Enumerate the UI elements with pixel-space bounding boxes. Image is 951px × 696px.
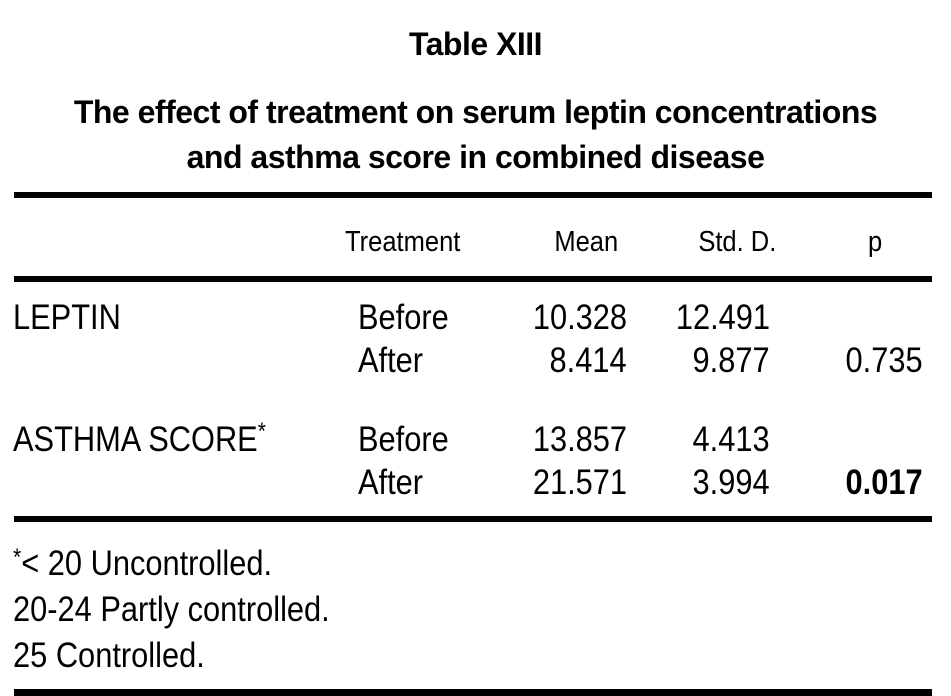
caption-line-1: The effect of treatment on serum leptin … — [73, 94, 878, 130]
header-cell-p: p — [799, 226, 951, 259]
mean-value: 13.857 — [532, 420, 627, 459]
row-label-cell — [13, 339, 358, 382]
row-label: LEPTIN — [13, 298, 121, 337]
table-number-title: Table XIII — [408, 26, 543, 62]
body-bottom-rule — [14, 516, 932, 522]
table-row-leptin-before: LEPTIN Before 10.328 12.491 — [0, 296, 951, 339]
header-cell-mean: Mean — [498, 226, 675, 259]
treatment-cell: Before — [358, 418, 450, 461]
std-cell: 12.491 — [627, 296, 770, 339]
std-value: 3.994 — [692, 463, 770, 502]
std-cell: 9.877 — [627, 339, 770, 382]
table-row-asthma-before: ASTHMA SCORE* Before 13.857 4.413 — [0, 410, 951, 461]
table-header-row: Treatment Mean Std. D. p — [0, 198, 951, 276]
table-caption: The effect of treatment on serum leptin … — [0, 90, 951, 180]
table-row-leptin-after: After 8.414 9.877 0.735 — [0, 339, 951, 382]
table-row-asthma-after: After 21.571 3.994 0.017 — [0, 461, 951, 504]
header-rule — [14, 276, 932, 282]
footnotes: *< 20 Uncontrolled. 20-24 Partly control… — [0, 522, 951, 676]
p-cell — [770, 418, 923, 461]
col-header-mean: Mean — [554, 225, 619, 258]
std-cell: 3.994 — [627, 461, 770, 504]
footnote-controlled: 25 Controlled. — [13, 630, 951, 676]
footnote-text: 20-24 Partly controlled. — [13, 590, 330, 629]
row-label-cell: ASTHMA SCORE* — [13, 410, 358, 461]
std-cell: 4.413 — [627, 418, 770, 461]
row-label-cell — [13, 461, 358, 504]
footnote-line: 25 Controlled. — [13, 630, 205, 676]
row-label: ASTHMA SCORE* — [13, 410, 266, 461]
col-header-std: Std. D. — [697, 225, 777, 258]
footnote-text: 25 Controlled. — [13, 636, 205, 675]
footnote-line: 20-24 Partly controlled. — [13, 584, 330, 630]
header-cell-std: Std. D. — [675, 226, 799, 259]
treatment-value: After — [358, 463, 424, 502]
mean-value: 8.414 — [549, 341, 627, 380]
std-value: 9.877 — [692, 341, 770, 380]
row-label-cell: LEPTIN — [13, 296, 358, 339]
treatment-value: Before — [358, 420, 449, 459]
treatment-value: Before — [358, 298, 449, 337]
caption-line-2: and asthma score in combined disease — [186, 139, 765, 175]
col-header-treatment: Treatment — [345, 225, 461, 258]
treatment-value: After — [358, 341, 424, 380]
mean-cell: 21.571 — [450, 461, 627, 504]
footnote-line: *< 20 Uncontrolled. — [13, 538, 272, 584]
treatment-cell: Before — [358, 296, 450, 339]
footnote-marker: * — [257, 418, 266, 445]
footnote-text: < 20 Uncontrolled. — [21, 544, 273, 583]
footnote-marker: * — [13, 544, 22, 571]
p-cell: 0.017 — [770, 461, 923, 504]
header-cell-treatment: Treatment — [345, 226, 498, 259]
p-cell: 0.735 — [770, 339, 923, 382]
p-cell — [770, 296, 923, 339]
table-body: LEPTIN Before 10.328 12.491 After — [0, 282, 951, 516]
row-label-text: ASTHMA SCORE — [13, 420, 258, 459]
bottom-rule — [14, 689, 932, 696]
mean-value: 21.571 — [532, 463, 627, 502]
p-value: 0.735 — [845, 341, 923, 380]
footnote-uncontrolled: *< 20 Uncontrolled. — [13, 538, 951, 584]
treatment-cell: After — [358, 339, 450, 382]
std-value: 12.491 — [675, 298, 770, 337]
mean-value: 10.328 — [532, 298, 627, 337]
p-value-significant: 0.017 — [845, 463, 923, 502]
col-header-p: p — [867, 225, 883, 258]
top-rule — [14, 192, 932, 198]
mean-cell: 10.328 — [450, 296, 627, 339]
treatment-cell: After — [358, 461, 450, 504]
footnote-partly-controlled: 20-24 Partly controlled. — [13, 584, 951, 630]
mean-cell: 8.414 — [450, 339, 627, 382]
mean-cell: 13.857 — [450, 418, 627, 461]
std-value: 4.413 — [692, 420, 770, 459]
